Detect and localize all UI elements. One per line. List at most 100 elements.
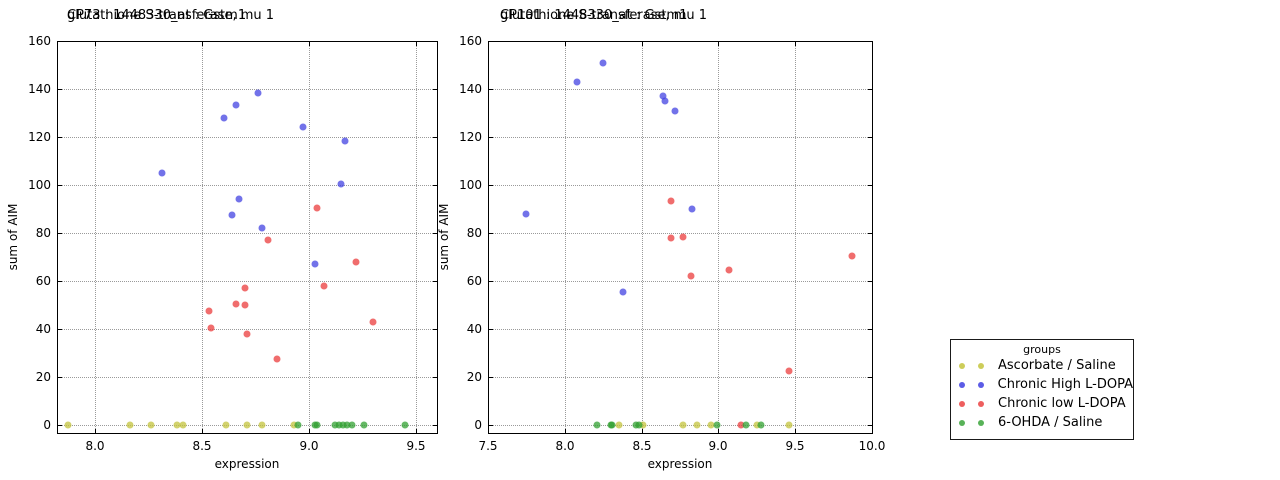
x-tick-label: 8.5 bbox=[632, 439, 652, 453]
y-gridline bbox=[57, 425, 437, 426]
data-point bbox=[311, 421, 319, 429]
data-point bbox=[607, 421, 615, 429]
y-gridline bbox=[57, 377, 437, 378]
y-tick bbox=[868, 233, 872, 234]
y-gridline bbox=[57, 185, 437, 186]
y-tick bbox=[58, 377, 62, 378]
data-point bbox=[158, 169, 166, 177]
x-tick bbox=[872, 42, 873, 46]
y-gridline bbox=[57, 329, 437, 330]
y-tick-label: 80 bbox=[35, 226, 51, 240]
data-point bbox=[64, 421, 72, 429]
x-tick bbox=[202, 429, 203, 433]
data-point bbox=[232, 300, 240, 308]
legend: groups Ascorbate / Saline Chronic High L-… bbox=[950, 339, 1134, 440]
data-point bbox=[126, 421, 134, 429]
y-gridline bbox=[488, 329, 872, 330]
data-point bbox=[243, 421, 251, 429]
data-point bbox=[679, 421, 687, 429]
data-point bbox=[693, 421, 701, 429]
data-point bbox=[635, 421, 642, 429]
legend-marker-icon bbox=[977, 381, 984, 388]
data-point bbox=[573, 78, 581, 86]
data-point bbox=[241, 284, 249, 292]
data-point bbox=[401, 421, 409, 429]
data-point bbox=[785, 367, 793, 375]
data-point bbox=[179, 421, 187, 429]
x-tick bbox=[309, 429, 310, 433]
x-tick-label: 8.0 bbox=[85, 439, 105, 453]
data-point bbox=[273, 355, 281, 363]
y-tick bbox=[489, 185, 493, 186]
data-point bbox=[848, 252, 856, 260]
y-tick-label: 60 bbox=[35, 274, 51, 288]
y-tick bbox=[58, 233, 62, 234]
x-tick-label: 8.5 bbox=[192, 439, 212, 453]
y-tick bbox=[489, 425, 493, 426]
y-tick-label: 160 bbox=[28, 34, 51, 48]
y-tick bbox=[58, 425, 62, 426]
x-tick bbox=[872, 429, 873, 433]
legend-row: Chronic High L-DOPA bbox=[959, 375, 1133, 394]
legend-marker-icon bbox=[978, 419, 984, 426]
x-tick bbox=[795, 429, 796, 433]
data-point bbox=[220, 114, 227, 122]
legend-label: Chronic High L-DOPA bbox=[997, 377, 1133, 392]
y-tick-label: 100 bbox=[459, 178, 482, 192]
y-tick bbox=[433, 89, 437, 90]
x-tick bbox=[95, 42, 96, 46]
y-tick bbox=[489, 329, 493, 330]
data-point bbox=[687, 272, 695, 280]
y-gridline bbox=[488, 233, 872, 234]
legend-label: Chronic low L-DOPA bbox=[998, 396, 1126, 411]
x-gridline bbox=[416, 41, 417, 433]
x-tick bbox=[642, 42, 643, 46]
data-point bbox=[352, 258, 360, 266]
plot-title-line2: glutathione S-transferase, mu 1 bbox=[500, 8, 708, 23]
y-gridline bbox=[488, 185, 872, 186]
y-tick bbox=[868, 377, 872, 378]
y-tick bbox=[58, 89, 62, 90]
legend-entries: Ascorbate / Saline Chronic High L-DOPA Chr… bbox=[951, 356, 1133, 432]
data-point bbox=[207, 324, 215, 332]
x-gridline bbox=[202, 41, 203, 433]
y-tick bbox=[489, 281, 493, 282]
x-tick bbox=[488, 429, 489, 433]
data-point bbox=[337, 180, 345, 188]
y-gridline bbox=[57, 233, 437, 234]
data-point bbox=[639, 421, 647, 429]
y-tick bbox=[868, 41, 872, 42]
legend-marker-icon bbox=[978, 400, 984, 407]
y-tick bbox=[489, 89, 493, 90]
data-point bbox=[228, 211, 236, 219]
y-gridline bbox=[488, 377, 872, 378]
data-point bbox=[369, 318, 377, 326]
x-tick bbox=[488, 42, 489, 46]
y-tick-label: 60 bbox=[466, 274, 482, 288]
data-point bbox=[147, 421, 155, 429]
data-point bbox=[742, 421, 750, 429]
legend-marker-icon bbox=[978, 362, 984, 369]
data-point bbox=[348, 421, 356, 429]
data-point bbox=[671, 107, 679, 115]
data-point bbox=[254, 89, 262, 97]
y-tick bbox=[58, 137, 62, 138]
y-gridline bbox=[488, 425, 872, 426]
data-point bbox=[258, 421, 266, 429]
data-point bbox=[667, 234, 675, 242]
x-tick bbox=[95, 429, 96, 433]
data-point bbox=[235, 195, 242, 203]
data-point bbox=[311, 260, 319, 268]
x-gridline bbox=[95, 41, 96, 433]
plot-area bbox=[488, 41, 873, 434]
data-point bbox=[615, 421, 623, 429]
data-point bbox=[232, 101, 240, 109]
data-point bbox=[667, 197, 675, 205]
data-point bbox=[522, 210, 530, 218]
data-point bbox=[241, 301, 249, 309]
data-point bbox=[679, 233, 687, 241]
x-tick bbox=[416, 42, 417, 46]
y-gridline bbox=[57, 89, 437, 90]
x-gridline bbox=[565, 41, 566, 433]
y-tick bbox=[868, 281, 872, 282]
